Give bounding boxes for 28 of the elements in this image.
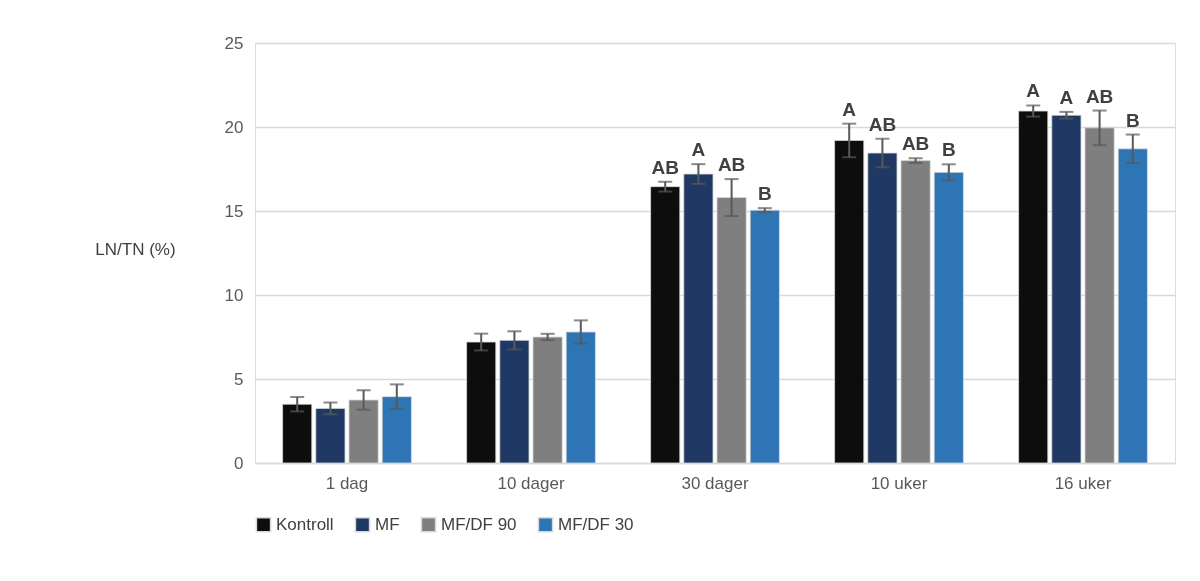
x-tick-label: 10 dager — [497, 473, 565, 493]
legend-label: Kontroll — [276, 514, 334, 534]
data-label: AB — [868, 113, 897, 135]
data-label: AB — [901, 133, 930, 155]
data-label: B — [1125, 109, 1140, 131]
y-axis-title: LN/TN (%) — [95, 239, 176, 259]
x-tick-label: 1 dag — [325, 473, 369, 493]
y-tick-label: 5 — [234, 369, 244, 389]
data-label: A — [1026, 80, 1041, 102]
y-tick-label: 20 — [224, 117, 244, 137]
data-label: A — [842, 98, 857, 120]
x-tick-label: 16 uker — [1054, 473, 1112, 493]
y-tick-label: 0 — [234, 453, 244, 473]
legend-label: MF/DF 90 — [441, 514, 517, 534]
y-tick-label: 15 — [224, 201, 244, 221]
data-label: B — [757, 183, 772, 205]
legend-label: MF — [375, 514, 400, 534]
legend-label: MF/DF 30 — [558, 514, 634, 534]
x-tick-label: 30 dager — [681, 473, 749, 493]
y-tick-label: 10 — [224, 285, 244, 305]
y-tick-label: 25 — [224, 33, 244, 53]
data-label: AB — [651, 156, 679, 178]
data-label: A — [1059, 86, 1074, 108]
data-label: AB — [717, 154, 746, 176]
data-label: B — [941, 139, 956, 161]
x-tick-label: 10 uker — [870, 473, 928, 493]
data-label: AB — [1085, 85, 1114, 107]
data-label: A — [691, 139, 706, 161]
